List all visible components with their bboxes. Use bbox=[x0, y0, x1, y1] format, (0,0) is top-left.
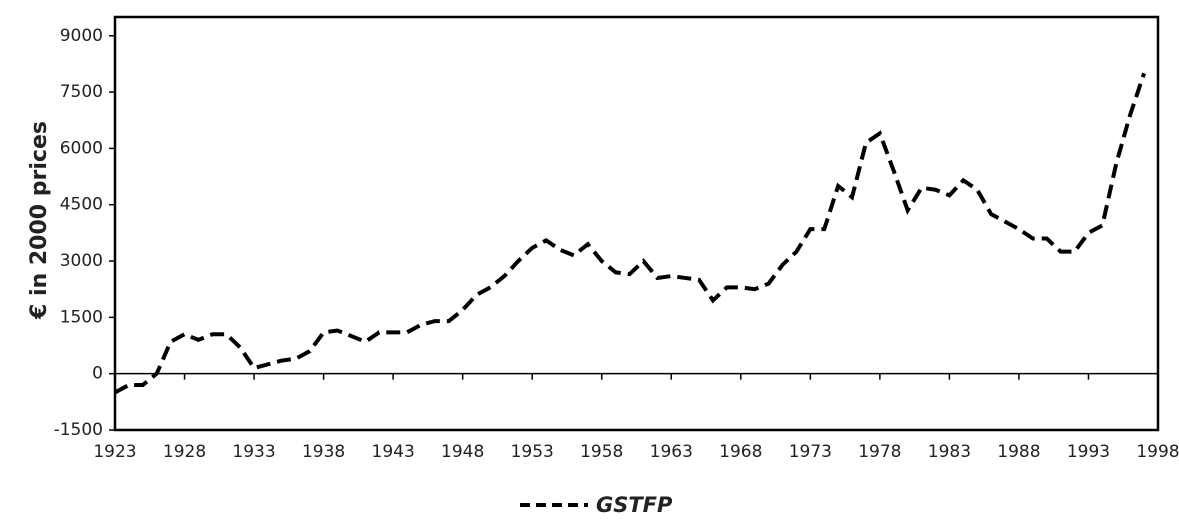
x-tick-label: 1983 bbox=[928, 442, 971, 462]
x-tick-label: 1988 bbox=[997, 442, 1040, 462]
plot-frame bbox=[113, 15, 1160, 432]
y-axis-label: € in 2000 prices bbox=[27, 121, 52, 320]
y-tick-label: 0 bbox=[92, 364, 103, 384]
x-tick-label: 1958 bbox=[580, 442, 623, 462]
x-tick-label: 1978 bbox=[858, 442, 901, 462]
data-line bbox=[114, 72, 1146, 395]
x-tick-label: 1953 bbox=[511, 442, 554, 462]
x-tick-label: 1968 bbox=[719, 442, 762, 462]
x-tick-label: 1948 bbox=[441, 442, 484, 462]
legend-label: GSTFP bbox=[596, 493, 673, 517]
x-tick-label: 1938 bbox=[302, 442, 345, 462]
y-tick-label: 1500 bbox=[60, 307, 103, 327]
x-tick-label: 1943 bbox=[372, 442, 415, 462]
x-tick-label: 1923 bbox=[93, 442, 136, 462]
x-tick-label: 1973 bbox=[789, 442, 832, 462]
y-tick-label: -1500 bbox=[54, 420, 103, 440]
y-tick-label: 4500 bbox=[60, 195, 103, 215]
y-tick-label: 3000 bbox=[60, 251, 103, 271]
x-tick-label: 1963 bbox=[650, 442, 693, 462]
y-tick-label: 6000 bbox=[60, 138, 103, 158]
x-tick-label: 1993 bbox=[1067, 442, 1110, 462]
x-tick-label: 1998 bbox=[1136, 442, 1179, 462]
y-tick-label: 9000 bbox=[60, 26, 103, 46]
y-tick-label: 7500 bbox=[60, 82, 103, 102]
x-tick-label: 1928 bbox=[163, 442, 206, 462]
x-tick-label: 1933 bbox=[232, 442, 275, 462]
